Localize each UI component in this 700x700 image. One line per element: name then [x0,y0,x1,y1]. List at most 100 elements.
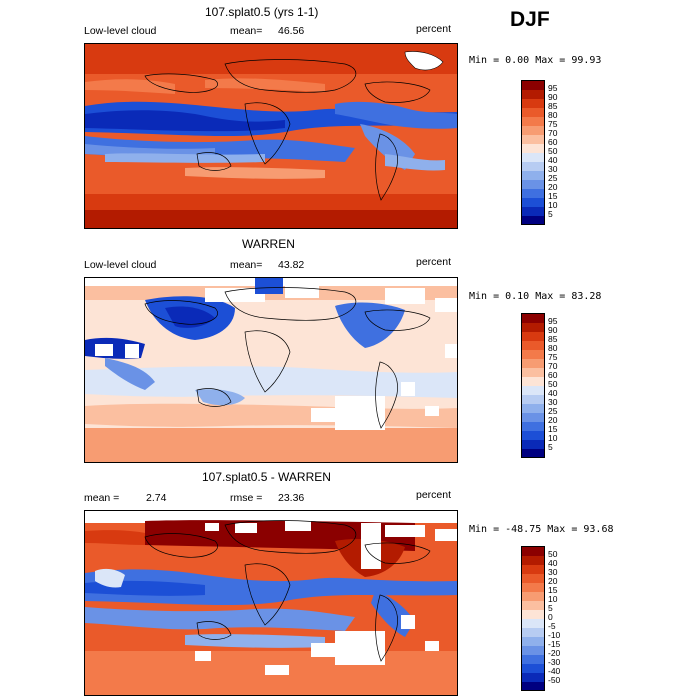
panel-2-map-field [85,278,457,462]
panel-3-rmse-value: 23.36 [278,492,305,504]
panel-3-colorbar-swatch [522,565,544,574]
panel-3-colorbar-tick: -50 [548,675,561,685]
panel-2-title: WARREN [242,237,295,251]
panel-3-units: percent [416,489,452,501]
panel-2-colorbar-swatch [522,368,544,377]
panel-3-rmse-label: rmse = [230,492,263,504]
panel-1-colorbar-tick: 80 [548,110,558,120]
panel-3-colorbar-swatch [522,601,544,610]
panel-2-colorbar-tick: 75 [548,352,558,362]
panel-1-colorbar-tick: 75 [548,119,558,129]
panel-1-colorbar-labels: 95 90 85 80 75 70 60 50 40 30 25 20 15 1… [548,80,578,223]
panel-3-colorbar-swatch [522,547,544,556]
panel-2-colorbar-swatch [522,332,544,341]
panel-2-colorbar-tick: 90 [548,325,558,335]
panel-3-colorbar-swatch [522,628,544,637]
panel-3-title: 107.splat0.5 - WARREN [202,470,331,484]
panel-2-colorbar-swatch [522,359,544,368]
panel-3-mean-value: 2.74 [146,492,167,504]
panel-3-colorbar-tick: -10 [548,630,561,640]
panel-2-colorbar-tick: 40 [548,388,558,398]
panel-2-colorbar-tick: 5 [548,442,553,452]
panel-1-colorbar-tick: 95 [548,83,558,93]
panel-3-colorbar-swatch [522,682,544,690]
panel-1-colorbar-swatch [522,180,544,189]
panel-3-colorbar-tick: 15 [548,585,558,595]
panel-1-minmax: Min = 0.00 Max = 99.93 [469,55,602,66]
panel-3-map-field [85,511,457,695]
panel-2-colorbar-swatch [522,449,544,457]
panel-2-colorbar-swatch [522,440,544,449]
panel-2-colorbar-tick: 60 [548,370,558,380]
panel-3-colorbar-tick: -30 [548,657,561,667]
panel-3-colorbar-tick: 5 [548,603,553,613]
panel-2-colorbar-swatch [522,386,544,395]
panel-3-colorbar-swatch [522,556,544,565]
panel-2-minmax: Min = 0.10 Max = 83.28 [469,291,602,302]
panel-2-colorbar-tick: 20 [548,415,558,425]
panel-2-variable-label: Low-level cloud [84,259,157,271]
panel-3-colorbar-swatch [522,673,544,682]
panel-2-map [84,277,458,463]
panel-1-colorbar-tick: 70 [548,128,558,138]
panel-3-colorbar [521,546,545,691]
panel-1-colorbar-tick: 40 [548,155,558,165]
panel-1-title: 107.splat0.5 (yrs 1-1) [205,5,319,19]
panel-1-colorbar-swatch [522,99,544,108]
panel-2-colorbar-tick: 15 [548,424,558,434]
panel-1-colorbar-tick: 30 [548,164,558,174]
panel-2-colorbar-swatch [522,422,544,431]
panel-3-colorbar-swatch [522,574,544,583]
panel-1-units: percent [416,23,452,35]
panel-1-colorbar-tick: 50 [548,146,558,156]
panel-1-colorbar [521,80,545,225]
panel-2-colorbar [521,313,545,458]
panel-1-colorbar-tick: 25 [548,173,558,183]
panel-1-colorbar-tick: 15 [548,191,558,201]
panel-2-colorbar-tick: 85 [548,334,558,344]
panel-2-colorbar-tick: 50 [548,379,558,389]
panel-2-colorbar-swatch [522,350,544,359]
panel-3-colorbar-tick: 30 [548,567,558,577]
panel-3-colorbar-tick: 20 [548,576,558,586]
panel-1-colorbar-tick: 60 [548,137,558,147]
panel-1-colorbar-swatch [522,108,544,117]
panel-2-colorbar-tick: 30 [548,397,558,407]
panel-3-map [84,510,458,696]
panel-3-colorbar-tick: 40 [548,558,558,568]
panel-1-colorbar-swatch [522,171,544,180]
panel-1-mean-value: 46.56 [278,25,305,37]
panel-1-colorbar-tick: 90 [548,92,558,102]
panel-1-map [84,43,458,229]
panel-2-colorbar-swatch [522,314,544,323]
panel-3-colorbar-tick: -15 [548,639,561,649]
panel-3-colorbar-swatch [522,655,544,664]
panel-3-colorbar-swatch [522,583,544,592]
panel-3-colorbar-tick: -5 [548,621,556,631]
panel-1-colorbar-swatch [522,144,544,153]
panel-3-colorbar-swatch [522,610,544,619]
panel-2-colorbar-swatch [522,323,544,332]
panel-1-colorbar-swatch [522,117,544,126]
panel-1-colorbar-swatch [522,198,544,207]
panel-1-colorbar-tick: 5 [548,209,553,219]
panel-3-colorbar-swatch [522,664,544,673]
panel-2-colorbar-swatch [522,404,544,413]
panel-1-map-field [85,44,457,228]
panel-2-colorbar-swatch [522,413,544,422]
panel-2-units: percent [416,256,452,268]
panel-1-colorbar-swatch [522,216,544,224]
panel-1-variable-label: Low-level cloud [84,25,157,37]
panel-2-colorbar-swatch [522,431,544,440]
panel-2-colorbar-tick: 10 [548,433,558,443]
panel-2-colorbar-tick: 70 [548,361,558,371]
panel-2-mean-value: 43.82 [278,259,305,271]
panel-3-minmax: Min = -48.75 Max = 93.68 [469,524,614,535]
panel-3-mean-label: mean = [84,492,120,504]
season-label: DJF [510,8,550,31]
panel-3-colorbar-swatch [522,637,544,646]
panel-3-colorbar-swatch [522,592,544,601]
panel-3-colorbar-tick: -20 [548,648,561,658]
panel-2-colorbar-swatch [522,377,544,386]
panel-1-mean-label: mean= [230,25,263,37]
